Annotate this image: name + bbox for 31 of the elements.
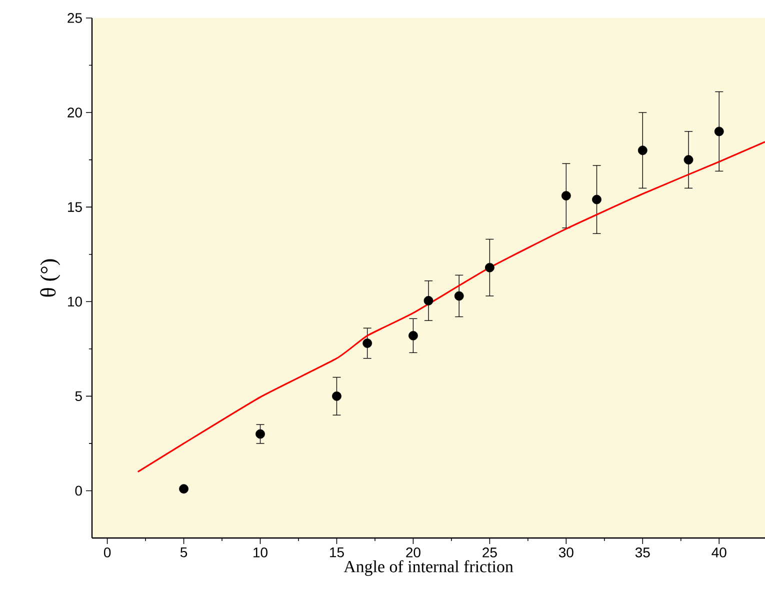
x-tick-label: 0 xyxy=(104,548,111,558)
y-tick-label: 10 xyxy=(68,296,82,307)
x-tick-label: 20 xyxy=(406,548,420,558)
y-axis-title: θ (°) xyxy=(40,259,60,297)
x-tick-label: 5 xyxy=(180,548,188,558)
point xyxy=(561,191,571,200)
x-tick-label: 40 xyxy=(712,548,726,558)
point xyxy=(408,330,418,340)
y-tick-label: 0 xyxy=(75,486,82,496)
line-series xyxy=(137,141,765,473)
y-tick-label: 25 xyxy=(68,13,82,23)
x-tick-label: 15 xyxy=(330,548,344,558)
x-axis-title: Angle of internal friction xyxy=(344,560,514,576)
x-tick-label: 10 xyxy=(254,548,268,558)
point xyxy=(454,291,464,301)
point xyxy=(684,155,694,165)
y-tick-label: 5 xyxy=(75,391,82,402)
point xyxy=(424,296,434,306)
point xyxy=(179,484,188,494)
x-tick-label: 30 xyxy=(558,548,574,558)
y-tick-label: 20 xyxy=(68,108,82,118)
point xyxy=(714,126,724,136)
y-tick-label: 15 xyxy=(68,202,82,212)
x-tick-label: 35 xyxy=(635,548,650,558)
point xyxy=(256,429,265,439)
point xyxy=(332,391,342,401)
point xyxy=(592,194,602,204)
point xyxy=(638,146,648,156)
point xyxy=(484,262,494,272)
x-tick-label: 25 xyxy=(482,548,497,558)
point xyxy=(362,338,372,348)
